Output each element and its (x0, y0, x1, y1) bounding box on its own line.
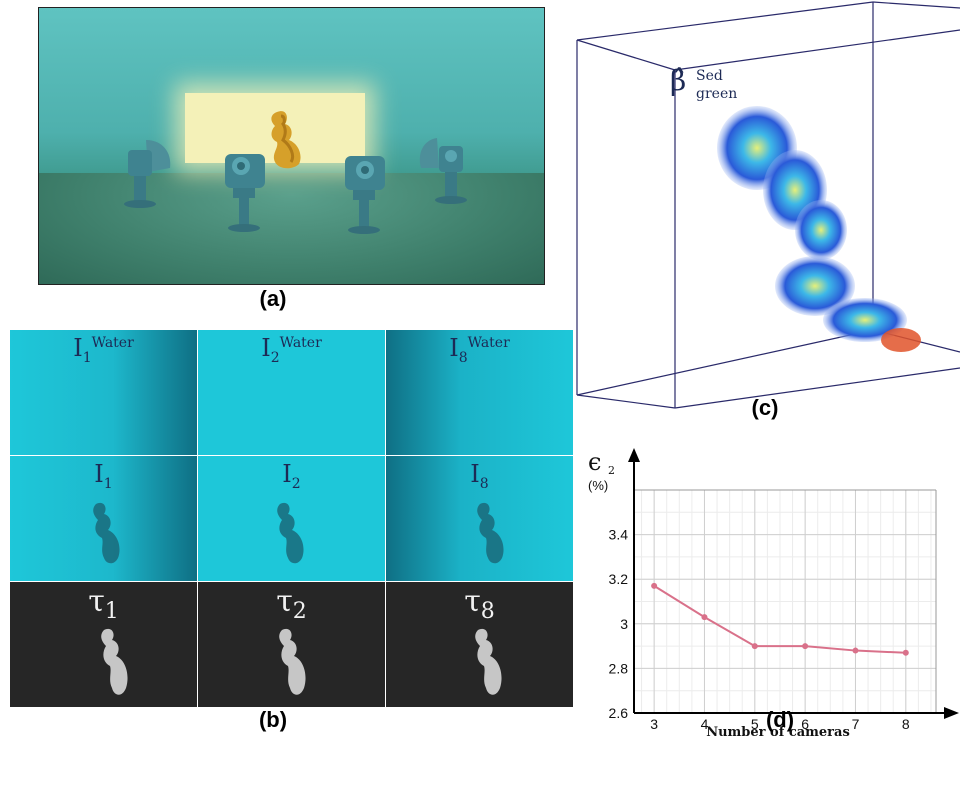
camera-image-2: I2 (198, 456, 385, 581)
chart-svg: 3 4 5 6 7 8 2.6 2.8 3 3.2 3.4 Number of cameras ϵ 2(%… (588, 448, 959, 740)
sea-floor (39, 173, 544, 284)
tau-label-1: τ1 (88, 584, 119, 624)
camera-1 (124, 140, 171, 208)
image-grid: I1Water I2Water I8Water I1 I2 I8 τ1 τ2 (10, 330, 573, 707)
plume-shape (477, 502, 504, 564)
transmittance-image-8: τ8 (386, 582, 573, 707)
beta-label: β̂ Sed green (670, 64, 738, 102)
reconstruction-volume: β̂ Sed green (575, 0, 960, 410)
x-tick-label: 7 (852, 716, 860, 732)
x-axis-title: Number of cameras (706, 725, 850, 740)
water-image-2: I2Water (198, 330, 385, 455)
x-tick-label: 5 (751, 716, 759, 732)
plume-shape (271, 111, 301, 169)
x-axis-arrow (944, 707, 959, 719)
camera-4 (419, 138, 467, 204)
x-tick-label: 8 (902, 716, 910, 732)
caption-d: (d) (765, 707, 795, 732)
density-blob (717, 106, 921, 352)
transmittance-image-1: τ1 (10, 582, 197, 707)
caption-a: (a) (259, 286, 287, 311)
y-tick-label: 3.2 (609, 571, 629, 587)
water-label-2: I2Water (261, 334, 322, 366)
camera-2 (225, 154, 265, 232)
y-tick-label: 2.8 (609, 660, 629, 676)
x-tick-label: 3 (650, 716, 658, 732)
tau-label-2: τ2 (276, 584, 307, 624)
error-chart: 3 4 5 6 7 8 2.6 2.8 3 3.2 3.4 Number of cameras ϵ 2 (%… (580, 440, 960, 740)
data-point (852, 647, 859, 654)
image-label-2: I2 (282, 460, 301, 492)
data-point (651, 582, 658, 589)
data-point (802, 643, 809, 650)
plume-shape (277, 502, 304, 564)
series-line (653, 585, 906, 654)
water-image-1: I1Water (10, 330, 197, 455)
x-tick-label: 6 (801, 716, 809, 732)
data-point (902, 649, 909, 656)
caption-b: (b) (258, 707, 288, 732)
y-axis-arrow (628, 448, 640, 462)
scene-image (38, 7, 545, 285)
volume-box (576, 1, 960, 409)
plume-shape (279, 628, 306, 695)
y-axis-symbol-sub: 2 (608, 464, 615, 477)
y-axis-symbol: ϵ (588, 448, 601, 476)
camera-3 (345, 156, 385, 234)
camera-image-8: I8 (386, 456, 573, 581)
x-tick-label: 4 (701, 716, 709, 732)
transmittance-image-2: τ2 (198, 582, 385, 707)
data-point (751, 643, 758, 650)
water-image-8: I8Water (386, 330, 573, 455)
caption-c: (c) (751, 395, 779, 420)
y-tick-label: 3 (620, 616, 628, 632)
plume-shape (475, 628, 502, 695)
water-label-8: I8Water (449, 334, 510, 366)
y-tick-label: 3.4 (609, 527, 629, 543)
data-point (701, 614, 708, 621)
tau-label-8: τ8 (464, 584, 495, 624)
image-label-1: I1 (94, 460, 113, 492)
y-axis-unit: (%) (588, 478, 608, 493)
y-tick-label: 2.6 (609, 705, 629, 721)
image-label-8: I8 (470, 460, 489, 492)
camera-image-1: I1 (10, 456, 197, 581)
plume-shape (93, 502, 120, 564)
plume-shape (101, 628, 128, 695)
water-label-1: I1Water (73, 334, 134, 366)
